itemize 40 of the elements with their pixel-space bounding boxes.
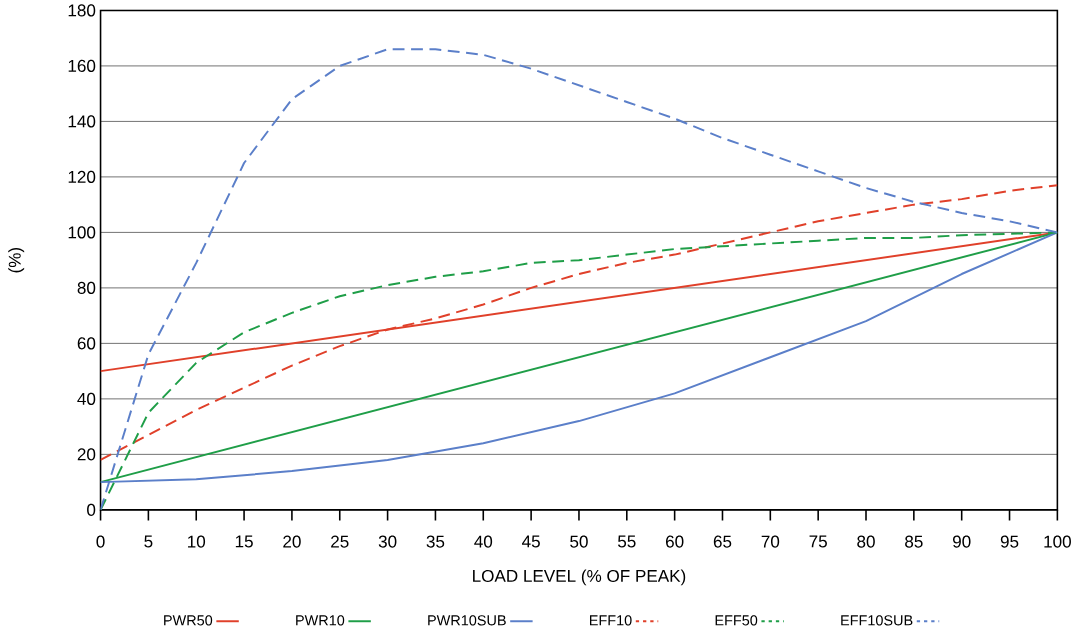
x-tick-label: 40: [474, 535, 493, 548]
y-tick-label: 120: [68, 171, 96, 184]
legend-label: PWR10: [296, 615, 345, 626]
y-tick-label: 40: [77, 393, 96, 406]
x-tick-label: 5: [144, 535, 153, 548]
x-tick-label: 90: [952, 535, 971, 548]
y-tick-label: 60: [77, 337, 96, 350]
x-tick-label: 10: [188, 535, 206, 548]
y-tick-label: 160: [68, 60, 96, 73]
y-tick-label: 180: [68, 4, 96, 17]
x-tick-label: 70: [761, 535, 780, 548]
legend-label: EFF10: [590, 615, 632, 626]
x-tick-label: 35: [426, 535, 445, 548]
x-tick-label: 60: [666, 535, 684, 548]
x-tick-label: 80: [857, 535, 875, 548]
y-tick-label: 80: [77, 282, 96, 295]
legend-label: EFF10SUB: [841, 615, 913, 626]
x-tick-label: 0: [96, 535, 105, 548]
y-tick-label: 20: [77, 448, 96, 461]
x-tick-label: 25: [331, 535, 349, 548]
x-axis-title: LOAD LEVEL (% OF PEAK): [473, 569, 686, 586]
x-tick-label: 75: [809, 535, 827, 548]
y-tick-label: 0: [87, 504, 96, 517]
x-tick-label: 20: [283, 535, 301, 548]
x-tick-label: 85: [905, 535, 923, 548]
x-tick-label: 95: [1000, 535, 1019, 548]
x-tick-label: 55: [617, 535, 636, 548]
x-tick-label: 45: [522, 535, 540, 548]
legend-label: PWR50: [164, 615, 213, 626]
legend-label: PWR10SUB: [428, 615, 506, 626]
y-tick-label: 140: [68, 115, 96, 128]
legend-label: EFF50: [715, 615, 758, 626]
x-tick-label: 15: [235, 535, 253, 548]
y-tick-label: 100: [68, 226, 96, 239]
line-series: [100, 184, 1058, 462]
x-tick-label: 65: [713, 535, 732, 548]
x-tick-label: 50: [570, 535, 588, 548]
x-tick-label: 100: [1044, 535, 1071, 548]
x-tick-label: 30: [378, 535, 397, 548]
y-axis-title: (%): [8, 248, 25, 273]
